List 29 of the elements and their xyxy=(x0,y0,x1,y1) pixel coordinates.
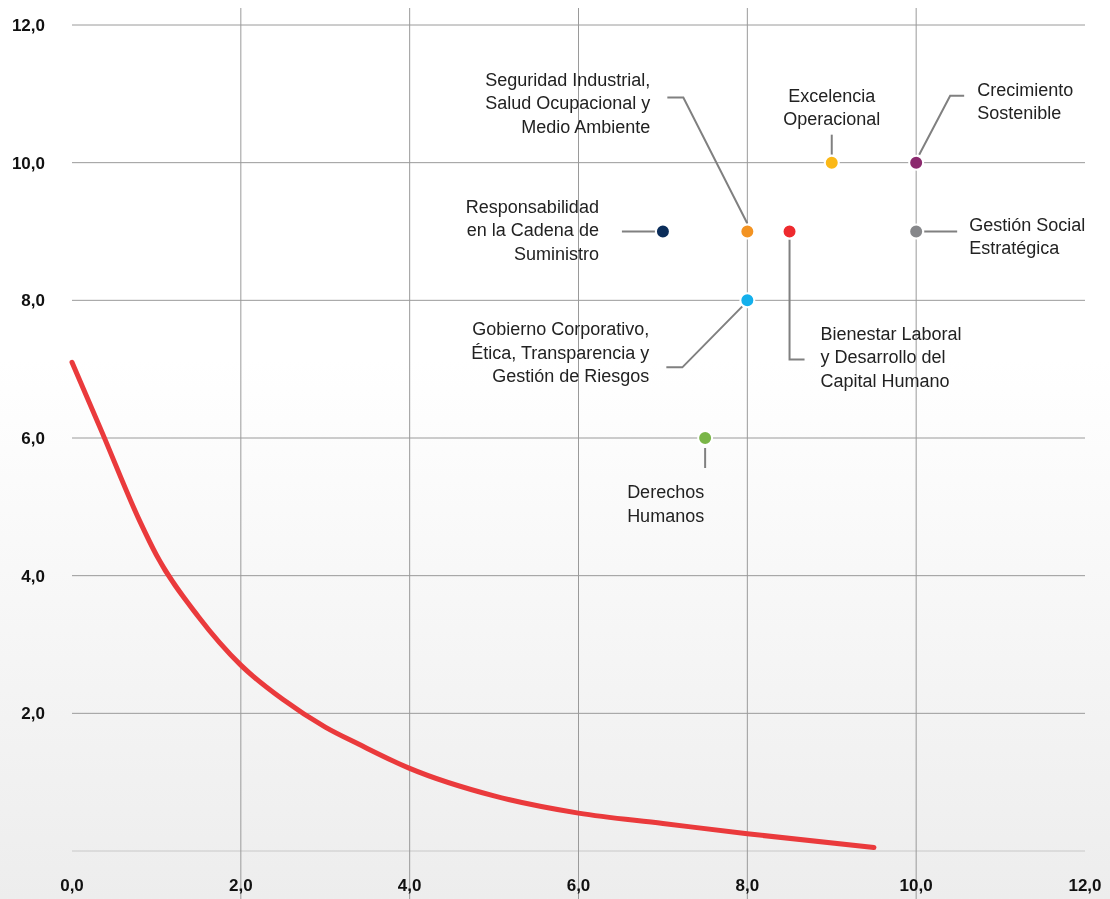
point xyxy=(908,223,925,240)
x-tick-label: 8,0 xyxy=(735,876,760,895)
annotation: Gobierno Corporativo, Ética, Transparencia y Gestión de Riesgos xyxy=(471,319,650,387)
point xyxy=(654,223,671,240)
point xyxy=(697,430,714,446)
y-tick-label: 4,0 xyxy=(21,566,45,586)
x-tick-label: 12,0 xyxy=(1068,876,1102,895)
y-tick-label: 12,0 xyxy=(11,15,45,35)
annotation: Bienestar Laboral y Desarrollo del Capital Humano xyxy=(820,323,962,391)
annotation: Excelencia Operacional xyxy=(783,85,881,130)
x-tick-label: 10,0 xyxy=(899,876,933,895)
point xyxy=(823,154,840,171)
x-tick-label: 2,0 xyxy=(229,876,253,895)
point xyxy=(739,292,756,309)
point xyxy=(781,223,798,240)
point xyxy=(739,223,756,240)
x-tick-label: 0,0 xyxy=(60,876,84,895)
x-tick-label: 4,0 xyxy=(397,876,422,895)
annotation: Crecimiento Sostenible xyxy=(977,79,1074,124)
annotation: Seguridad Industrial, Salud Ocupacional y Medio Ambiente xyxy=(485,69,651,137)
x-tick-label: 6,0 xyxy=(566,876,591,895)
y-tick-label: 8,0 xyxy=(21,291,45,311)
annotation: Gestión Social Estratégica xyxy=(969,214,1086,258)
annotation: Derechos Humanos xyxy=(627,482,705,526)
y-tick-label: 2,0 xyxy=(21,704,45,724)
annotation: Responsabilidad en la Cadena de Suministro xyxy=(465,196,599,264)
point xyxy=(908,154,925,171)
y-tick-label: 10,0 xyxy=(11,153,45,173)
y-tick-label: 6,0 xyxy=(21,428,45,448)
